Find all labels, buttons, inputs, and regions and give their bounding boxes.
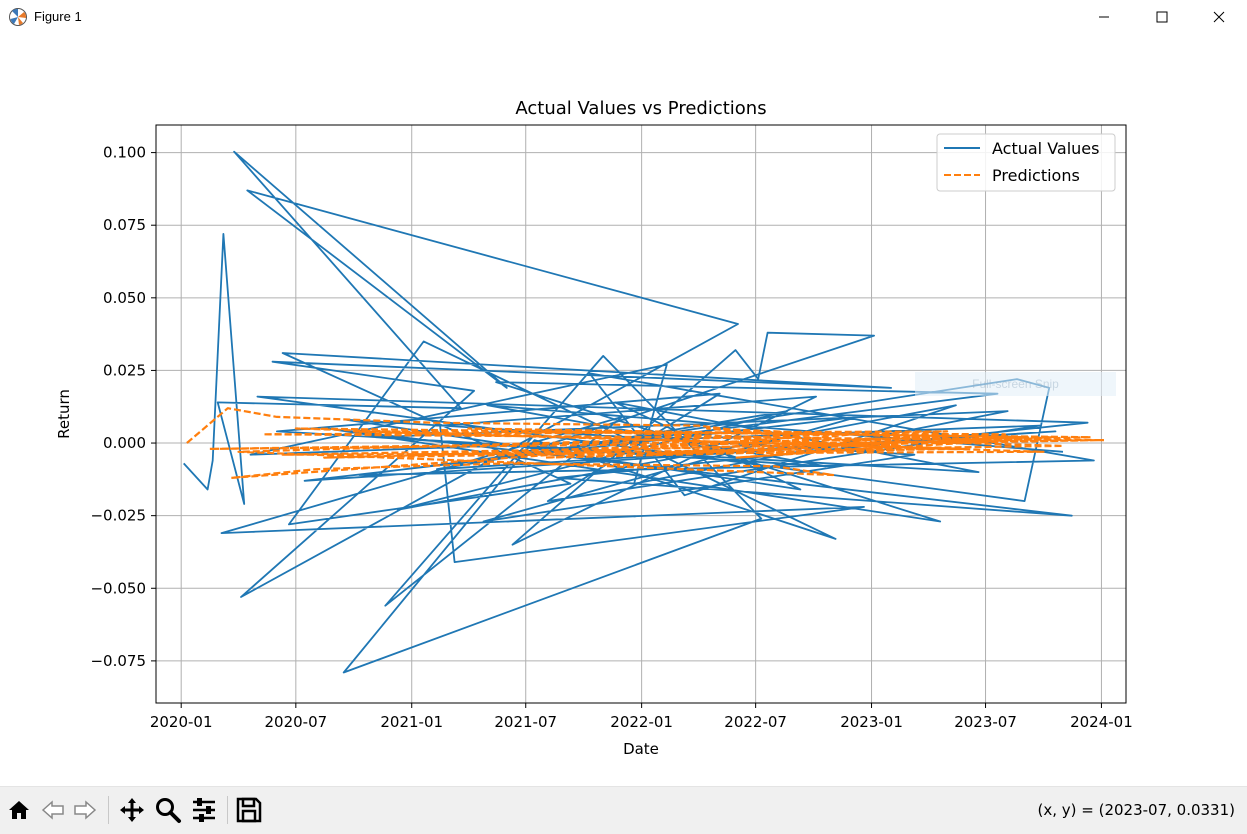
- y-tick-label: 0.000: [103, 434, 146, 452]
- back-button[interactable]: [38, 795, 68, 825]
- close-icon: [1213, 11, 1225, 23]
- y-tick-label: 0.050: [103, 289, 146, 307]
- chart-title: Actual Values vs Predictions: [515, 98, 766, 119]
- matplotlib-figure-icon: [8, 7, 28, 27]
- configure-subplots-icon: [193, 798, 215, 822]
- legend-predictions-label: Predictions: [992, 166, 1080, 185]
- pan-button[interactable]: [117, 795, 147, 825]
- x-axis-label: Date: [623, 740, 659, 758]
- y-tick-label: −0.025: [90, 507, 146, 525]
- legend: Actual Values Predictions: [936, 133, 1116, 192]
- maximize-button[interactable]: [1133, 0, 1191, 34]
- axis-ticks: 2020-01 2020-07 2021-01 2021-07 2022-01 2022-…: [90, 144, 1132, 731]
- zoom-icon: [156, 798, 181, 823]
- save-icon: [236, 797, 262, 823]
- legend-box: [936, 133, 1116, 192]
- configure-subplots-button[interactable]: [189, 795, 219, 825]
- x-tick-label: 2020-01: [150, 713, 213, 731]
- home-button[interactable]: [4, 795, 34, 825]
- pan-icon: [120, 798, 144, 822]
- y-tick-label: 0.025: [103, 361, 146, 379]
- y-tick-label: −0.050: [90, 579, 146, 597]
- save-button[interactable]: [234, 795, 264, 825]
- y-tick-label: 0.100: [103, 144, 146, 162]
- forward-button[interactable]: [70, 795, 100, 825]
- maximize-icon: [1156, 11, 1168, 23]
- forward-icon: [74, 800, 97, 820]
- screen-snip-overlay: Full-screen Snip: [915, 372, 1116, 396]
- zoom-button[interactable]: [153, 795, 183, 825]
- y-tick-label: −0.075: [90, 652, 146, 670]
- x-tick-label: 2022-01: [610, 713, 673, 731]
- toolbar-separator: [108, 796, 109, 824]
- toolbar-separator: [227, 796, 228, 824]
- x-tick-label: 2024-01: [1070, 713, 1133, 731]
- window-title-bar: Figure 1: [0, 0, 1247, 34]
- x-tick-label: 2021-07: [494, 713, 557, 731]
- y-tick-label: 0.075: [103, 216, 146, 234]
- back-icon: [41, 800, 64, 820]
- y-axis-label: Return: [55, 389, 73, 439]
- series-actual-values-line: [183, 150, 1095, 674]
- series-predictions-line: [186, 407, 1105, 479]
- home-icon: [9, 801, 29, 819]
- series-layer: [183, 150, 1105, 674]
- minimize-icon: [1099, 16, 1109, 18]
- legend-actual-label: Actual Values: [992, 139, 1099, 158]
- x-tick-label: 2022-07: [724, 713, 787, 731]
- x-tick-label: 2021-01: [380, 713, 443, 731]
- navigation-toolbar: (x, y) = (2023-07, 0.0331): [0, 786, 1247, 834]
- plot-area-border: [155, 124, 1127, 704]
- x-tick-label: 2023-07: [954, 713, 1017, 731]
- cursor-coordinates: (x, y) = (2023-07, 0.0331): [1037, 801, 1236, 819]
- window-title: Figure 1: [34, 9, 82, 24]
- x-tick-label: 2020-07: [264, 713, 327, 731]
- chart[interactable]: Actual Values vs Predictions 2020-01 2020…: [0, 34, 1247, 786]
- figure-canvas[interactable]: Actual Values vs Predictions 2020-01 2020…: [0, 34, 1247, 786]
- x-tick-label: 2023-01: [840, 713, 903, 731]
- close-button[interactable]: [1190, 0, 1247, 34]
- minimize-button[interactable]: [1075, 0, 1133, 34]
